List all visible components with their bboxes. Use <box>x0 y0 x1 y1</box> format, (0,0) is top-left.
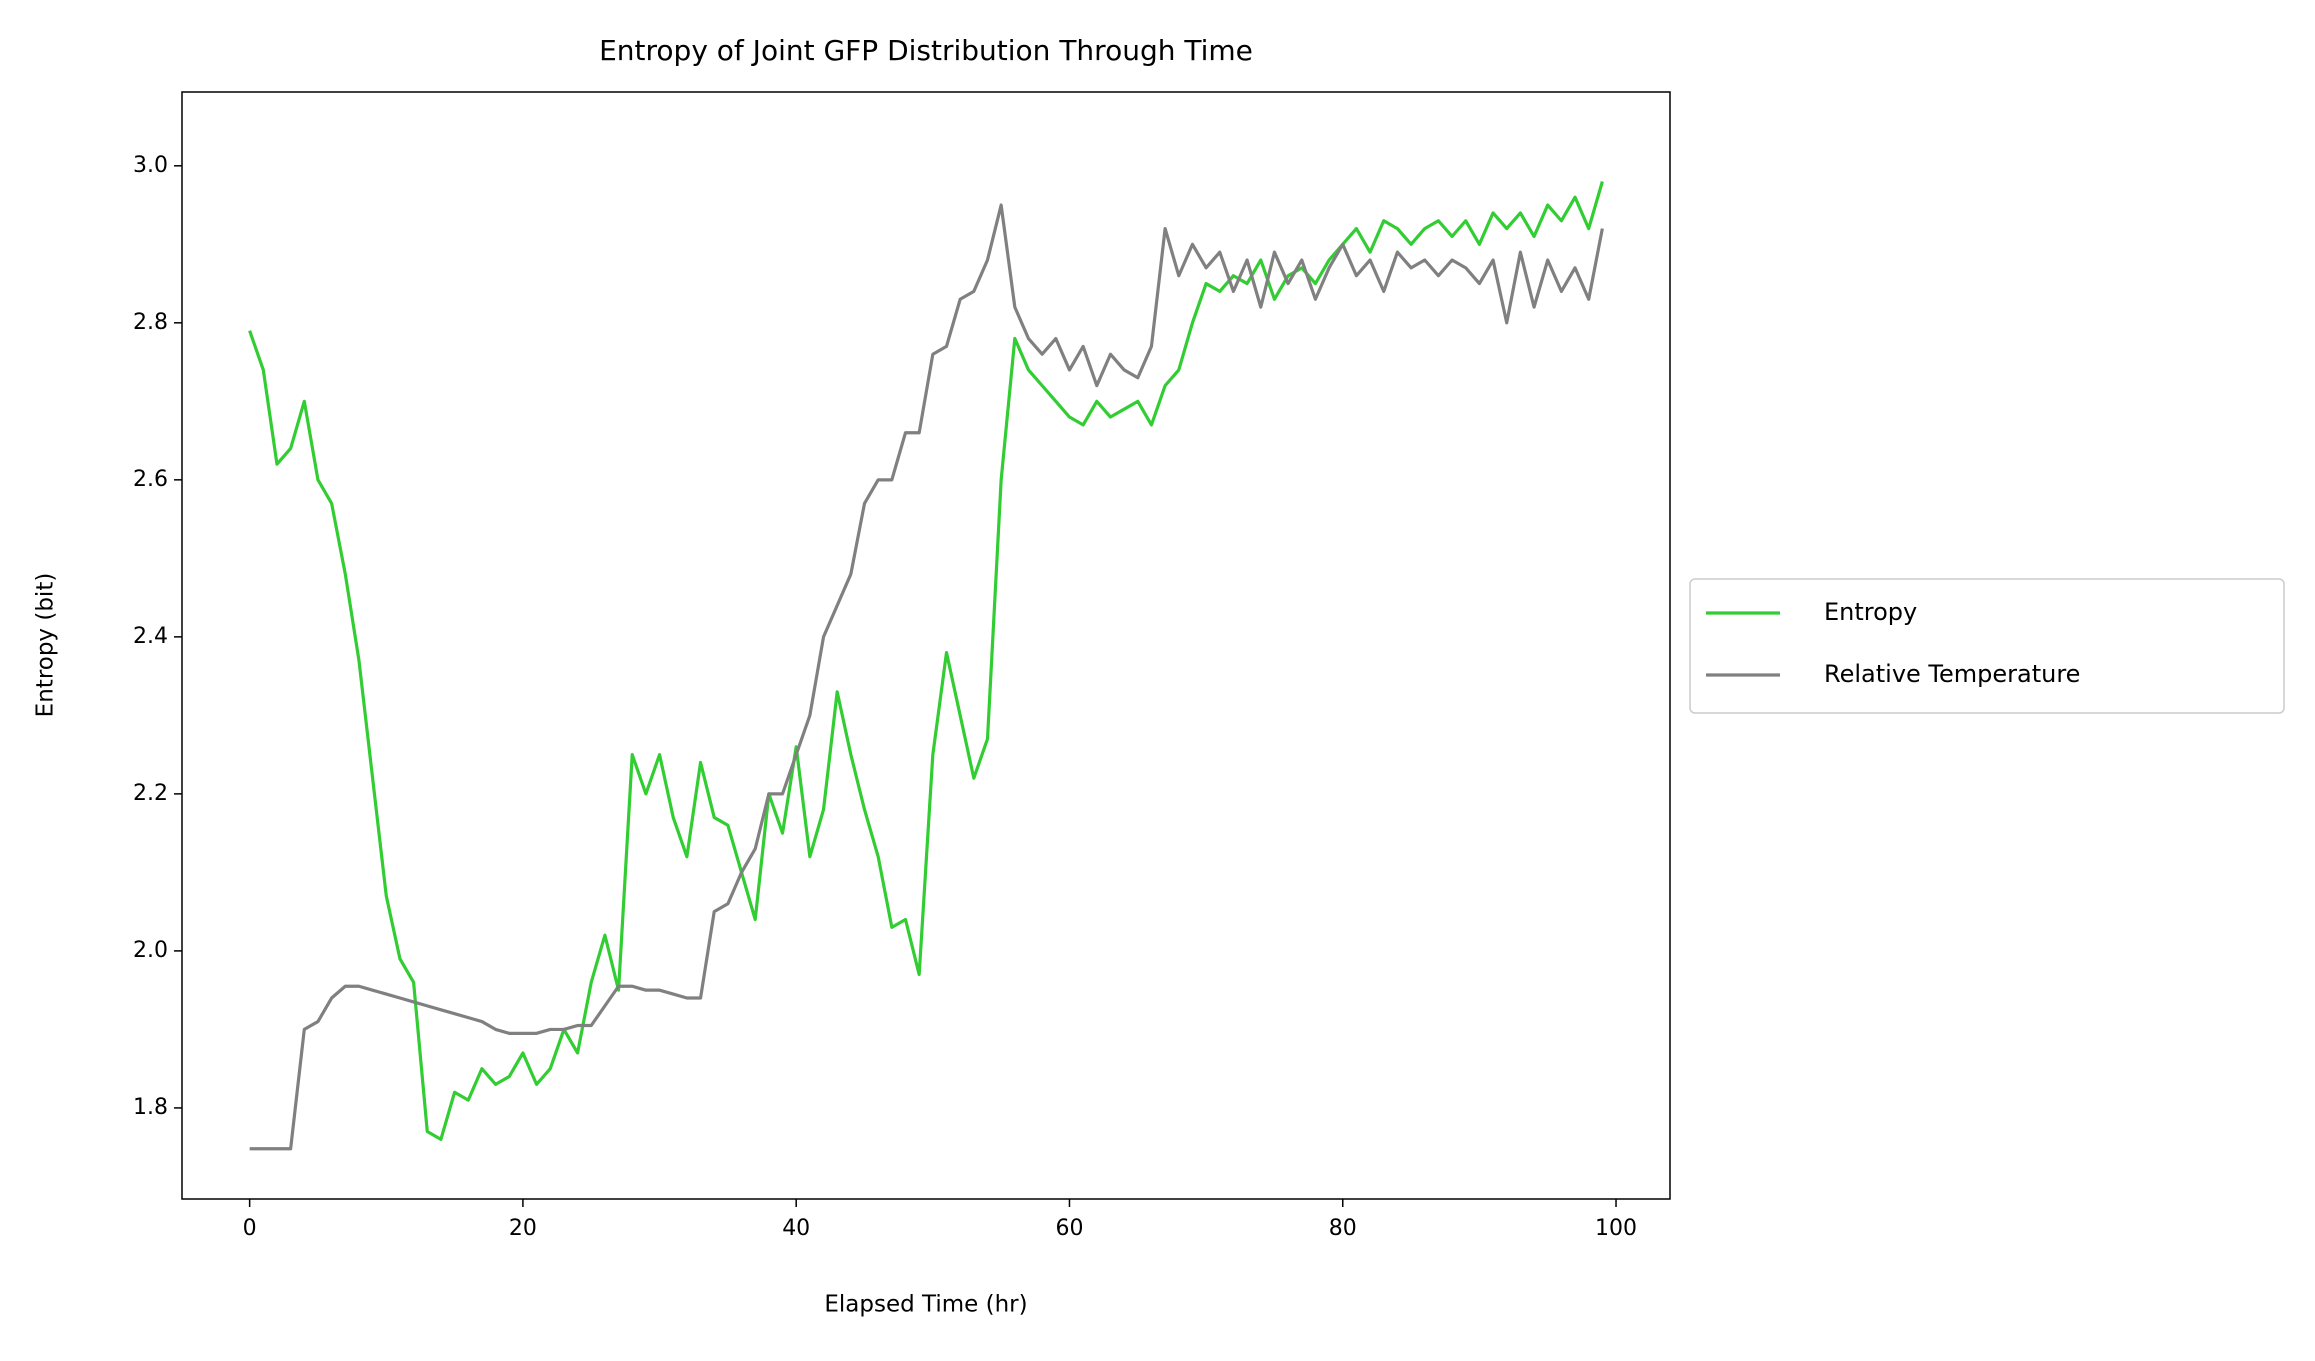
plot-frame <box>181 91 1671 1200</box>
y-axis-label: Entropy (bit) <box>33 573 59 718</box>
data-line <box>249 203 1604 1151</box>
x-tick-label: 0 <box>243 1216 257 1241</box>
x-axis-label: Elapsed Time (hr) <box>824 1292 1027 1318</box>
x-tick-label: 60 <box>1055 1216 1083 1241</box>
chart-title: Entropy of Joint GFP Distribution Throug… <box>599 34 1253 67</box>
x-tick-label: 100 <box>1595 1216 1637 1241</box>
y-tick-label: 2.2 <box>133 781 168 806</box>
legend-label: Relative Temperature <box>1824 660 2080 688</box>
x-tick-label: 20 <box>509 1216 537 1241</box>
y-tick-label: 2.8 <box>133 310 168 335</box>
y-tick-label: 2.4 <box>133 624 168 649</box>
y-tick-label: 2.6 <box>133 467 168 492</box>
y-tick-label: 2.0 <box>133 938 168 963</box>
legend-box <box>1689 578 2285 714</box>
legend-label: Entropy <box>1824 598 1917 626</box>
y-tick-label: 1.8 <box>133 1095 168 1120</box>
y-tick-label: 3.0 <box>133 153 168 178</box>
x-tick-label: 80 <box>1329 1216 1357 1241</box>
x-tick-label: 40 <box>782 1216 810 1241</box>
data-line <box>248 181 1604 1141</box>
